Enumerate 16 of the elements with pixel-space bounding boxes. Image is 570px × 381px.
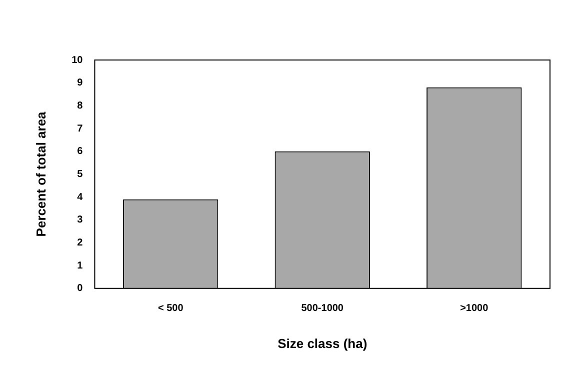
x-tick-label: >1000 (460, 303, 489, 314)
y-axis-title: Percent of total area (33, 110, 48, 237)
y-tick-label: 5 (77, 168, 84, 180)
x-axis-title: Size class (ha) (278, 336, 368, 351)
y-tick-label: 9 (77, 78, 84, 89)
y-tick-label: 8 (77, 100, 84, 112)
y-tick-label: 2 (77, 237, 84, 248)
y-tick-label: 10 (72, 54, 84, 66)
y-tick-label: 0 (77, 283, 84, 294)
x-tick-label: < 500 (158, 303, 184, 314)
x-tick-label: 500-1000 (301, 303, 344, 314)
y-tick-label: 6 (77, 146, 84, 158)
y-tick-label: 3 (77, 214, 84, 226)
y-tick-label: 1 (77, 260, 84, 272)
y-tick-label: 4 (77, 192, 84, 203)
y-tick-label: 7 (77, 123, 84, 134)
